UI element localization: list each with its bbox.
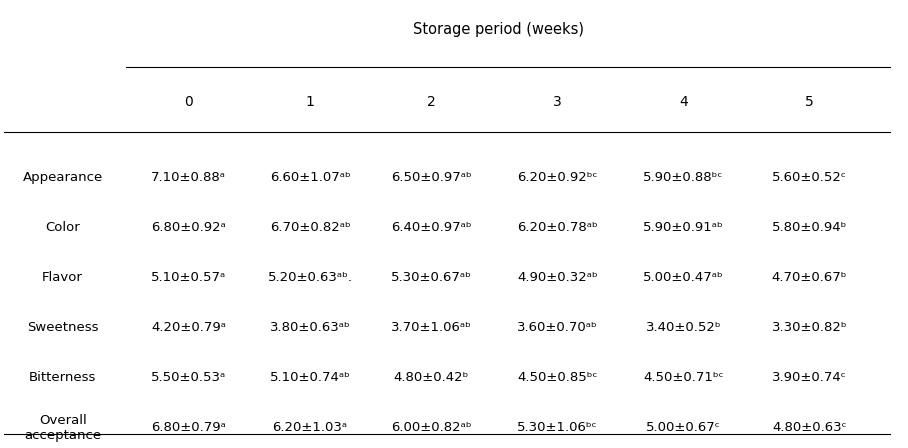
Text: 3.40±0.52ᵇ: 3.40±0.52ᵇ: [646, 321, 721, 334]
Text: Color: Color: [45, 221, 80, 234]
Text: Sweetness: Sweetness: [27, 321, 98, 334]
Text: Bitterness: Bitterness: [29, 371, 96, 384]
Text: 5.90±0.88ᵇᶜ: 5.90±0.88ᵇᶜ: [643, 172, 724, 185]
Text: 3.30±0.82ᵇ: 3.30±0.82ᵇ: [772, 321, 847, 334]
Text: 0: 0: [184, 95, 193, 109]
Text: 5.00±0.67ᶜ: 5.00±0.67ᶜ: [646, 421, 721, 434]
Text: 6.00±0.82ᵃᵇ: 6.00±0.82ᵃᵇ: [391, 421, 472, 434]
Text: Overall
acceptance: Overall acceptance: [25, 414, 101, 442]
Text: 2: 2: [427, 95, 436, 109]
Text: Appearance: Appearance: [23, 172, 103, 185]
Text: 5.90±0.91ᵃᵇ: 5.90±0.91ᵃᵇ: [643, 221, 724, 234]
Text: 7.10±0.88ᵃ: 7.10±0.88ᵃ: [151, 172, 226, 185]
Text: 6.20±0.92ᵇᶜ: 6.20±0.92ᵇᶜ: [518, 172, 597, 185]
Text: 4.70±0.67ᵇ: 4.70±0.67ᵇ: [772, 271, 847, 284]
Text: 3: 3: [553, 95, 562, 109]
Text: 5.10±0.74ᵃᵇ: 5.10±0.74ᵃᵇ: [270, 371, 350, 384]
Text: 4.50±0.71ᵇᶜ: 4.50±0.71ᵇᶜ: [643, 371, 724, 384]
Text: 6.80±0.79ᵃ: 6.80±0.79ᵃ: [151, 421, 226, 434]
Text: 5.60±0.52ᶜ: 5.60±0.52ᶜ: [772, 172, 847, 185]
Text: 5.30±1.06ᵇᶜ: 5.30±1.06ᵇᶜ: [518, 421, 597, 434]
Text: 1: 1: [306, 95, 314, 109]
Text: 4.80±0.42ᵇ: 4.80±0.42ᵇ: [394, 371, 469, 384]
Text: 4.50±0.85ᵇᶜ: 4.50±0.85ᵇᶜ: [518, 371, 597, 384]
Text: 3.80±0.63ᵃᵇ: 3.80±0.63ᵃᵇ: [270, 321, 350, 334]
Text: Storage period (weeks): Storage period (weeks): [413, 22, 585, 37]
Text: 4: 4: [679, 95, 687, 109]
Text: 6.80±0.92ᵃ: 6.80±0.92ᵃ: [151, 221, 226, 234]
Text: Flavor: Flavor: [42, 271, 84, 284]
Text: 6.70±0.82ᵃᵇ: 6.70±0.82ᵃᵇ: [270, 221, 350, 234]
Text: 6.50±0.97ᵃᵇ: 6.50±0.97ᵃᵇ: [391, 172, 472, 185]
Text: 3.60±0.70ᵃᵇ: 3.60±0.70ᵃᵇ: [517, 321, 597, 334]
Text: 5.20±0.63ᵃᵇ.: 5.20±0.63ᵃᵇ.: [268, 271, 352, 284]
Text: 6.20±1.03ᵃ: 6.20±1.03ᵃ: [272, 421, 348, 434]
Text: 5.30±0.67ᵃᵇ: 5.30±0.67ᵃᵇ: [391, 271, 472, 284]
Text: 5.00±0.47ᵃᵇ: 5.00±0.47ᵃᵇ: [643, 271, 724, 284]
Text: 3.70±1.06ᵃᵇ: 3.70±1.06ᵃᵇ: [391, 321, 472, 334]
Text: 4.20±0.79ᵃ: 4.20±0.79ᵃ: [151, 321, 226, 334]
Text: 3.90±0.74ᶜ: 3.90±0.74ᶜ: [772, 371, 847, 384]
Text: 6.20±0.78ᵃᵇ: 6.20±0.78ᵃᵇ: [517, 221, 597, 234]
Text: 5.80±0.94ᵇ: 5.80±0.94ᵇ: [772, 221, 847, 234]
Text: 5.10±0.57ᵃ: 5.10±0.57ᵃ: [151, 271, 226, 284]
Text: 5: 5: [805, 95, 814, 109]
Text: 5.50±0.53ᵃ: 5.50±0.53ᵃ: [151, 371, 226, 384]
Text: 4.80±0.63ᶜ: 4.80±0.63ᶜ: [772, 421, 846, 434]
Text: 6.60±1.07ᵃᵇ: 6.60±1.07ᵃᵇ: [270, 172, 350, 185]
Text: 4.90±0.32ᵃᵇ: 4.90±0.32ᵃᵇ: [517, 271, 597, 284]
Text: 6.40±0.97ᵃᵇ: 6.40±0.97ᵃᵇ: [391, 221, 472, 234]
